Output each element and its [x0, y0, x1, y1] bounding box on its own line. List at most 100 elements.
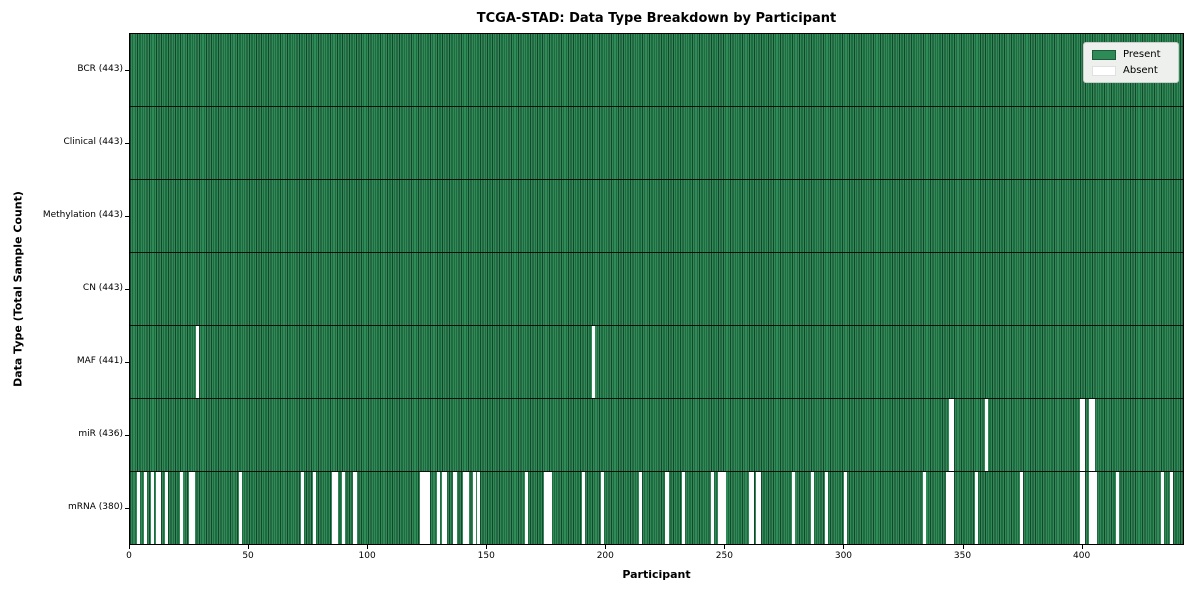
absent-cell — [755, 472, 760, 544]
x-tick-mark — [129, 545, 130, 549]
heatmap-row-miR — [130, 399, 1183, 472]
heatmap-row-Clinical — [130, 107, 1183, 180]
absent-cell — [1082, 399, 1086, 471]
x-tick-mark — [724, 545, 726, 549]
absent-cell — [710, 472, 714, 544]
absent-cell — [748, 472, 752, 544]
absent-cell — [436, 472, 440, 544]
y-tick-label-Clinical: Clinical (443) — [63, 136, 123, 147]
absent-cell — [844, 472, 848, 544]
x-tick-label: 300 — [834, 551, 853, 561]
legend-label-present: Present — [1123, 49, 1161, 60]
absent-cell — [582, 472, 586, 544]
absent-cell — [179, 472, 183, 544]
y-tick-label-miR: miR (436) — [78, 429, 123, 440]
absent-cell — [1082, 472, 1086, 544]
absent-cell — [524, 472, 529, 544]
y-tick-label-mRNA: mRNA (380) — [68, 502, 123, 513]
heatmap-row-MAF — [130, 326, 1183, 399]
absent-cell — [1091, 399, 1095, 471]
absent-cell — [136, 472, 140, 544]
absent-cell — [546, 472, 550, 544]
absent-cell — [1079, 399, 1083, 471]
x-tick-mark — [367, 545, 369, 549]
heatmap-plot — [129, 33, 1184, 545]
absent-cell — [665, 472, 669, 544]
absent-cell — [341, 472, 345, 544]
absent-cell — [189, 472, 193, 544]
y-tick-mark — [125, 215, 129, 217]
y-tick-mark — [125, 142, 129, 144]
absent-cell — [717, 472, 721, 544]
x-tick-mark — [605, 545, 607, 549]
heatmap-row-BCR — [130, 34, 1183, 107]
absent-cell — [951, 472, 955, 544]
absent-cell — [1094, 472, 1098, 544]
x-tick-mark — [1081, 545, 1083, 549]
legend: Present Absent — [1083, 42, 1179, 83]
absent-cell — [1091, 472, 1095, 544]
absent-cell — [453, 472, 457, 544]
absent-cell — [422, 472, 426, 544]
y-tick-label-MAF: MAF (441) — [76, 356, 123, 367]
absent-cell — [1089, 472, 1093, 544]
x-tick-label: 250 — [715, 551, 733, 561]
y-tick-mark — [125, 435, 129, 437]
x-tick-label: 100 — [358, 551, 376, 561]
absent-cell — [824, 472, 829, 544]
absent-cell — [639, 472, 643, 544]
absent-cell — [751, 472, 755, 544]
absent-cell — [191, 472, 195, 544]
present-swatch-icon — [1092, 49, 1116, 60]
absent-cell — [239, 472, 243, 544]
absent-cell — [334, 472, 338, 544]
x-tick-mark — [486, 545, 488, 549]
absent-cell — [591, 326, 595, 398]
absent-cell — [472, 472, 476, 544]
heatmap-row-mRNA — [130, 472, 1183, 544]
absent-cell — [1170, 472, 1174, 544]
y-tick-mark — [125, 362, 129, 364]
absent-cell — [463, 472, 467, 544]
absent-cell — [984, 399, 988, 471]
absent-cell — [196, 326, 200, 398]
x-tick-mark — [843, 545, 845, 549]
x-tick-label: 350 — [953, 551, 972, 561]
absent-cell — [151, 472, 155, 544]
absent-swatch-icon — [1092, 65, 1116, 76]
absent-cell — [810, 472, 814, 544]
absent-cell — [601, 472, 605, 544]
legend-entry-present: Present — [1092, 49, 1170, 60]
y-tick-label-BCR: BCR (443) — [77, 63, 123, 74]
x-tick-mark — [248, 545, 250, 549]
absent-cell — [922, 472, 926, 544]
absent-cell — [1079, 472, 1083, 544]
y-tick-label-CN: CN (443) — [82, 283, 123, 293]
absent-cell — [441, 472, 445, 544]
absent-cell — [1089, 399, 1093, 471]
x-tick-mark — [962, 545, 964, 549]
heatmap-row-CN — [130, 253, 1183, 326]
absent-cell — [158, 472, 162, 544]
absent-cell — [1160, 472, 1164, 544]
absent-cell — [424, 472, 429, 544]
absent-cell — [155, 472, 159, 544]
absent-cell — [975, 472, 979, 544]
absent-cell — [301, 472, 305, 544]
y-tick-mark — [125, 508, 129, 510]
legend-entry-absent: Absent — [1092, 65, 1170, 76]
absent-cell — [791, 472, 795, 544]
absent-cell — [165, 472, 169, 544]
absent-cell — [948, 472, 952, 544]
x-tick-label: 50 — [242, 551, 254, 561]
x-axis-title: Participant — [622, 568, 691, 581]
absent-cell — [465, 472, 469, 544]
heatmap-row-Methylation — [130, 180, 1183, 253]
absent-cell — [1020, 472, 1024, 544]
absent-cell — [758, 472, 762, 544]
absent-cell — [1115, 472, 1119, 544]
y-axis-title: Data Type (Total Sample Count) — [11, 191, 25, 387]
absent-cell — [720, 472, 724, 544]
absent-cell — [312, 472, 317, 544]
